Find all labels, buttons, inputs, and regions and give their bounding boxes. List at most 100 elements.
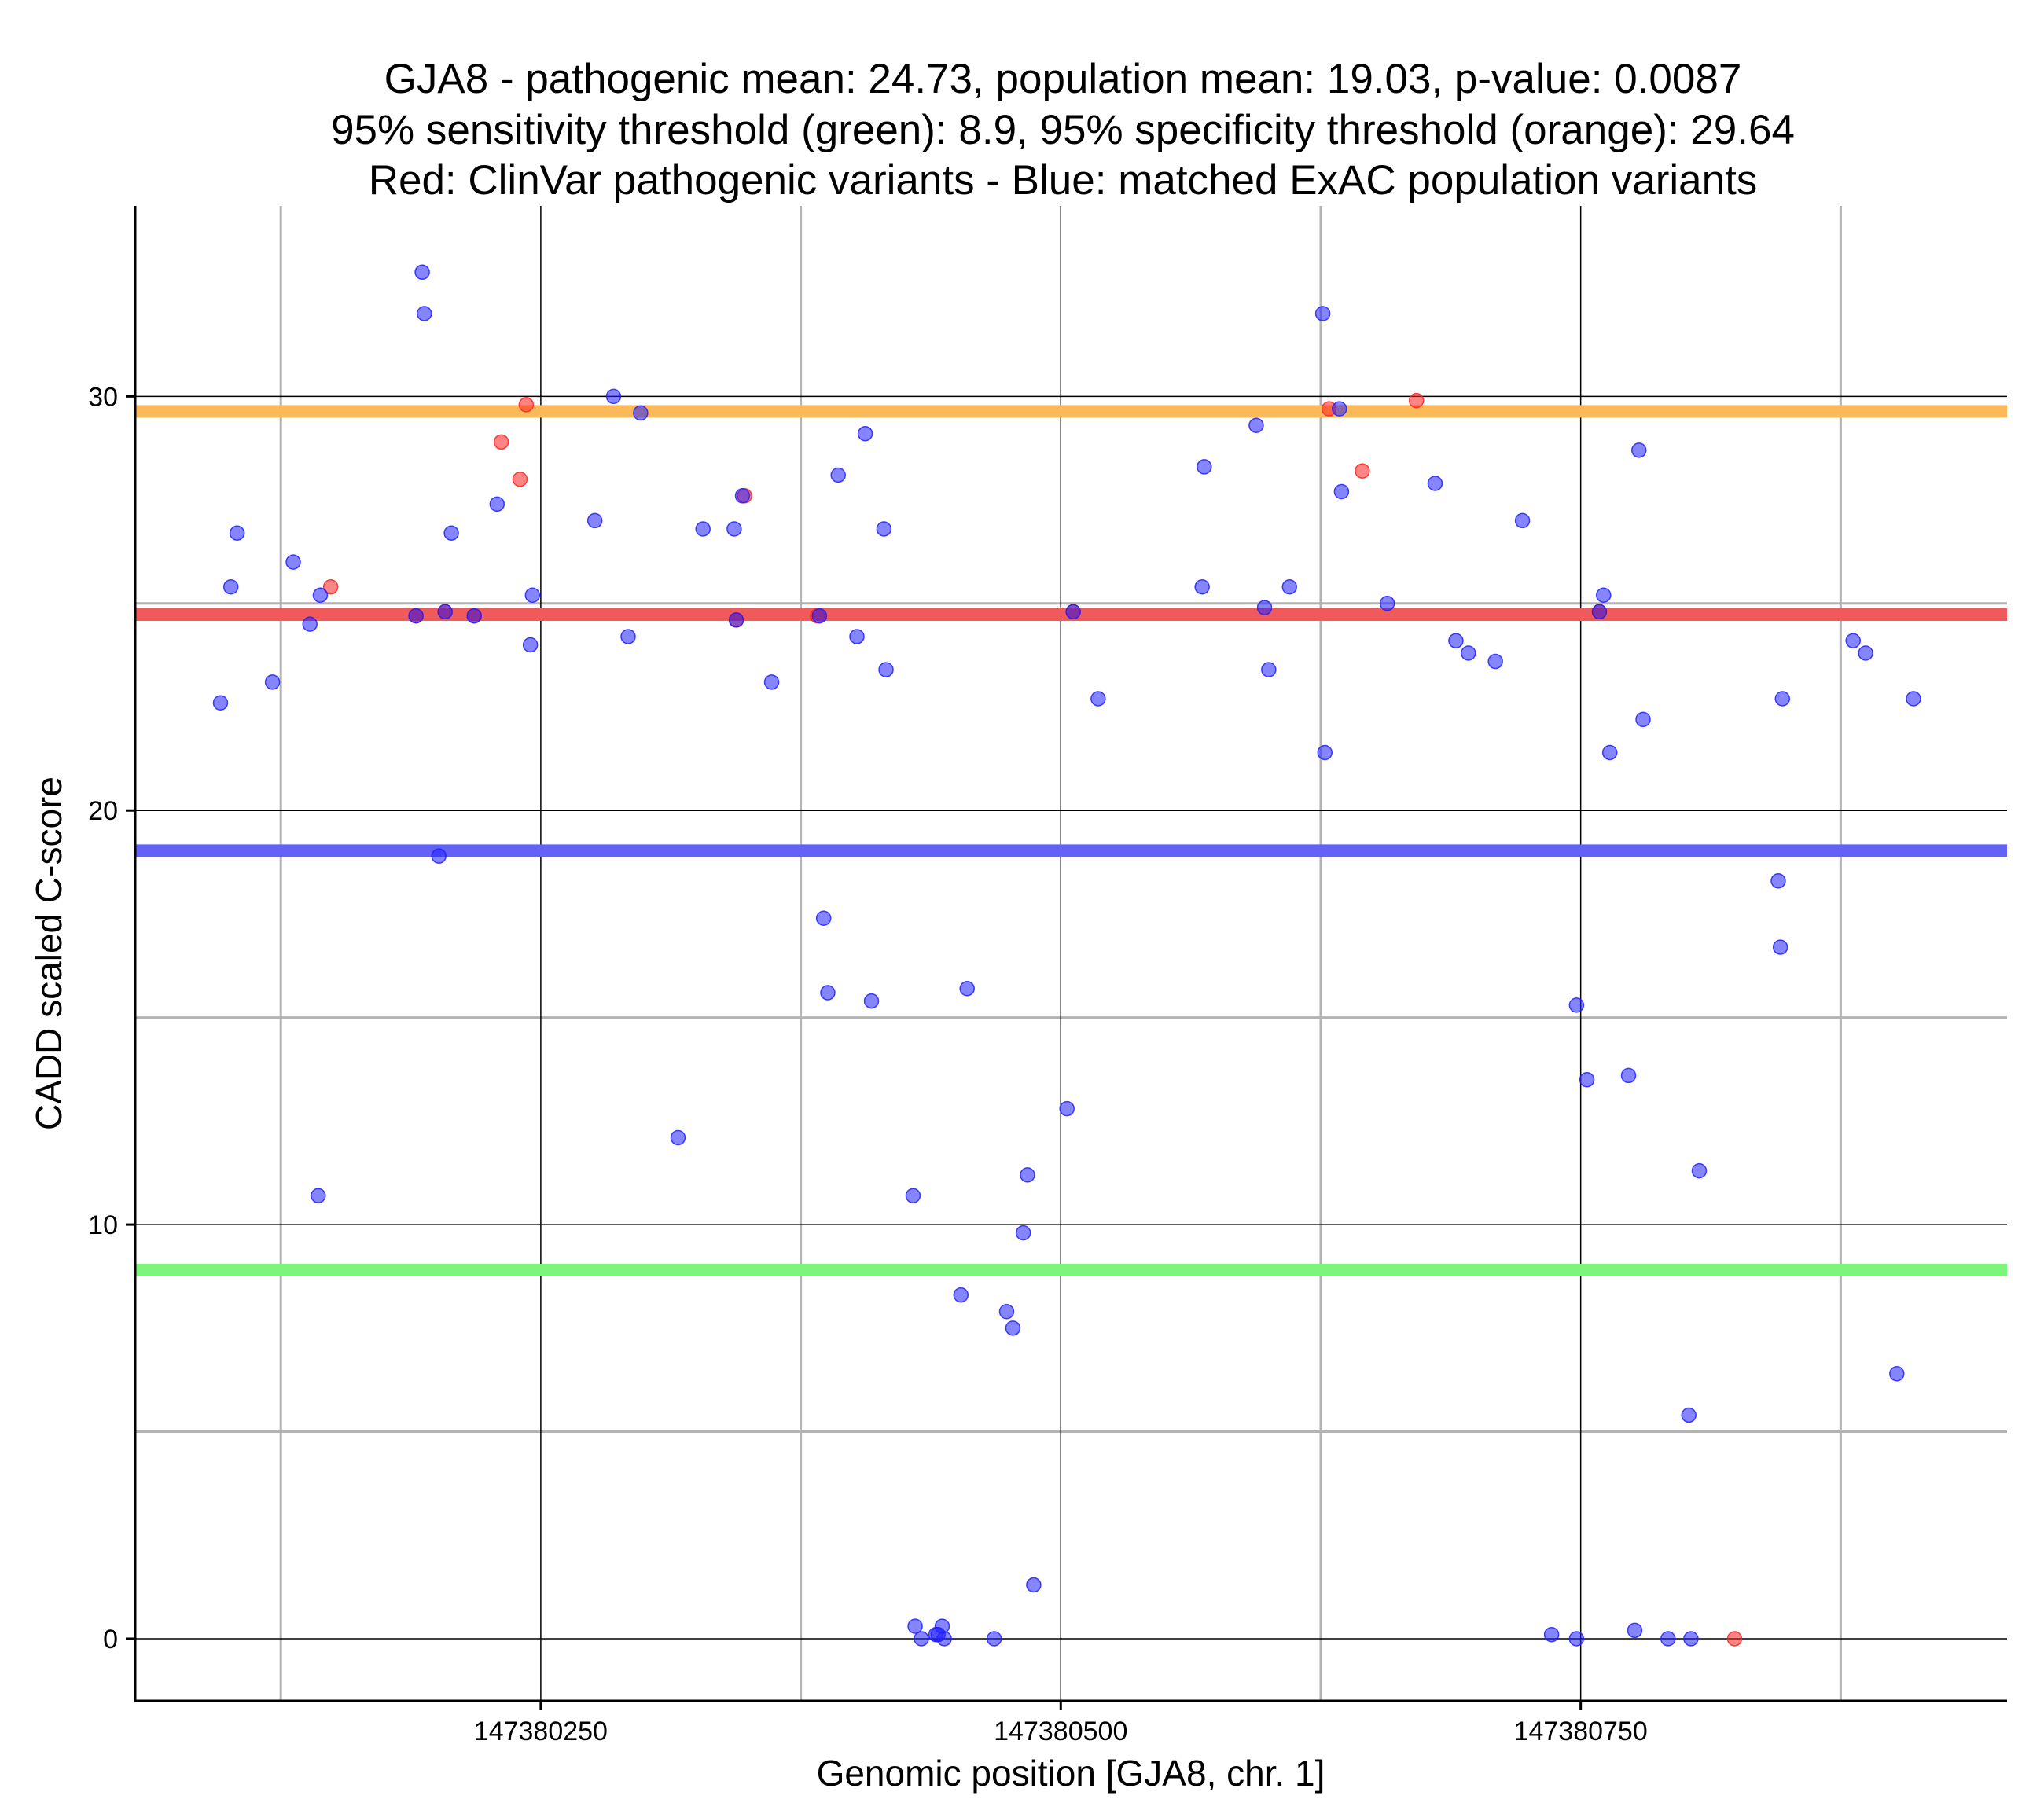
- population-point-68: [1461, 645, 1476, 661]
- population-point-25: [728, 612, 744, 628]
- population-point-73: [1568, 1631, 1585, 1647]
- population-point-42: [934, 1618, 950, 1634]
- population-point-64: [1333, 483, 1350, 500]
- population-point-1: [222, 578, 239, 595]
- y-tick-label-0: 0: [103, 1625, 118, 1654]
- population-point-22: [670, 1129, 686, 1146]
- title-line-3: Red: ClinVar pathogenic variants - Blue:…: [369, 157, 1758, 204]
- population-point-10: [416, 306, 432, 321]
- y-tick-label-1: 10: [88, 1210, 118, 1240]
- population-point-66: [1427, 476, 1443, 491]
- population-point-29: [815, 910, 832, 926]
- pathogenic-point-4: [493, 434, 509, 450]
- population-point-27: [763, 674, 780, 690]
- population-point-3: [264, 674, 281, 690]
- x-axis-ticks: 147380250 147380500 147380750: [474, 1701, 1648, 1746]
- population-point-4: [285, 554, 301, 570]
- population-point-88: [1774, 691, 1791, 707]
- pathogenic-point-0: [322, 578, 339, 595]
- population-point-77: [1601, 744, 1618, 761]
- population-point-79: [1627, 1622, 1643, 1639]
- population-point-30: [820, 985, 836, 1001]
- population-point-36: [878, 662, 894, 677]
- population-point-19: [605, 388, 622, 405]
- population-point-63: [1332, 401, 1347, 417]
- chart-title: GJA8 - pathogenic mean: 24.73, populatio…: [331, 56, 1795, 204]
- population-point-62: [1317, 744, 1333, 761]
- population-point-34: [863, 993, 880, 1009]
- population-point-26: [734, 488, 751, 504]
- population-point-43: [936, 1631, 952, 1647]
- population-point-53: [1065, 604, 1081, 620]
- population-point-11: [431, 848, 447, 864]
- population-point-57: [1248, 417, 1264, 433]
- major-gridlines: [135, 206, 2007, 1701]
- population-point-72: [1568, 997, 1585, 1013]
- population-point-49: [1015, 1225, 1031, 1241]
- population-point-12: [437, 604, 453, 620]
- population-point-33: [857, 426, 873, 442]
- population-point-86: [1770, 873, 1786, 889]
- population-point-61: [1314, 306, 1331, 321]
- population-point-24: [726, 521, 742, 537]
- population-point-84: [1683, 1631, 1699, 1647]
- pathogenic-point-5: [512, 471, 528, 487]
- population-point-70: [1514, 512, 1531, 529]
- pathogenic-series: [322, 392, 1743, 1647]
- pathogenic-point-13: [1408, 392, 1425, 409]
- population-point-75: [1591, 604, 1608, 620]
- population-point-76: [1596, 587, 1612, 604]
- population-point-21: [633, 405, 649, 421]
- population-point-74: [1579, 1071, 1595, 1088]
- population-point-39: [914, 1631, 929, 1647]
- population-point-28: [811, 608, 828, 624]
- population-point-5: [302, 616, 318, 632]
- population-point-78: [1620, 1067, 1637, 1084]
- population-point-89: [1845, 633, 1861, 648]
- population-point-54: [1090, 691, 1106, 707]
- reference-lines: [135, 405, 2007, 1277]
- population-point-58: [1256, 600, 1273, 615]
- population-point-13: [443, 525, 459, 541]
- y-tick-label-3: 30: [88, 382, 118, 412]
- population-point-90: [1858, 645, 1873, 661]
- population-point-48: [1005, 1320, 1021, 1336]
- data-points: [212, 264, 1921, 1647]
- population-point-37: [905, 1188, 921, 1203]
- population-point-18: [586, 512, 603, 529]
- population-point-50: [1020, 1167, 1035, 1183]
- population-point-8: [408, 608, 424, 624]
- population-point-9: [414, 264, 430, 281]
- title-line-2: 95% sensitivity threshold (green): 8.9, …: [331, 107, 1795, 153]
- pathogenic-point-15: [1726, 1631, 1743, 1647]
- population-point-83: [1681, 1407, 1697, 1423]
- population-point-7: [312, 587, 329, 604]
- population-point-55: [1194, 578, 1210, 595]
- x-tick-label-1: 147380500: [994, 1717, 1127, 1746]
- population-point-35: [876, 521, 892, 537]
- pathogenic-point-6: [518, 397, 535, 413]
- population-point-0: [212, 695, 229, 711]
- population-point-46: [986, 1631, 1002, 1647]
- title-line-1: GJA8 - pathogenic mean: 24.73, populatio…: [384, 56, 1742, 102]
- population-series: [212, 264, 1921, 1647]
- population-point-69: [1487, 653, 1503, 670]
- population-point-67: [1448, 633, 1464, 648]
- population-point-31: [830, 467, 846, 483]
- population-point-20: [620, 629, 636, 644]
- population-point-47: [998, 1303, 1015, 1320]
- population-point-56: [1197, 459, 1212, 475]
- pathogenic-point-12: [1355, 463, 1370, 479]
- population-point-6: [311, 1188, 326, 1203]
- population-point-45: [959, 981, 975, 997]
- population-point-32: [849, 629, 865, 644]
- population-point-71: [1543, 1626, 1560, 1643]
- population-point-81: [1635, 711, 1651, 728]
- population-point-44: [953, 1287, 969, 1303]
- minor-gridlines: [135, 206, 2007, 1701]
- population-point-80: [1630, 442, 1647, 458]
- y-axis-ticks: 0 10 20 30: [88, 382, 135, 1654]
- population-point-38: [907, 1618, 923, 1634]
- population-point-60: [1281, 578, 1298, 595]
